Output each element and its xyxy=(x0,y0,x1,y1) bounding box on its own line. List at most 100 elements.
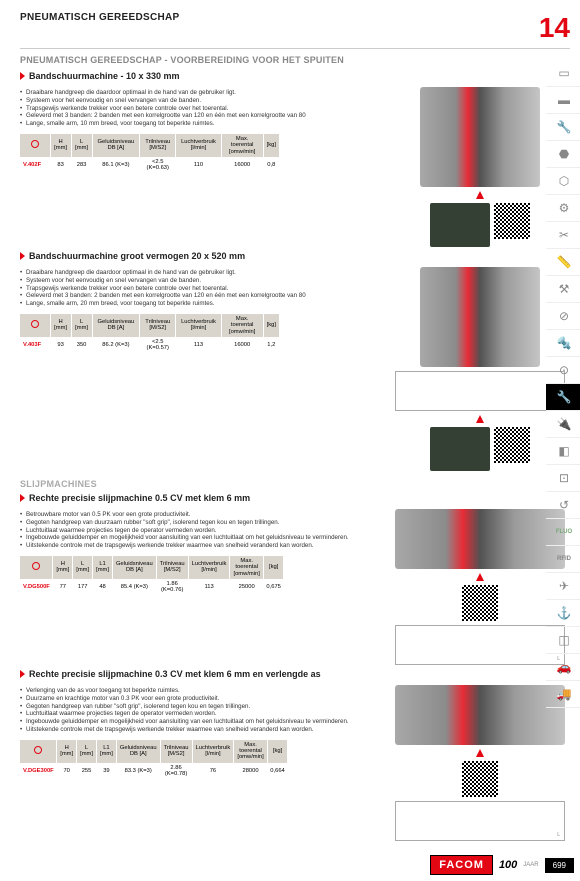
th: H [mm] xyxy=(50,314,71,337)
right-col xyxy=(390,685,570,841)
side-icon[interactable]: ◫ xyxy=(546,627,580,654)
td: 48 xyxy=(93,579,113,595)
ref-cell: V.DG500F xyxy=(20,579,53,595)
side-icon[interactable]: 🚚 xyxy=(546,681,580,708)
feature-item: Uitstekende controle met de trapsgewijs … xyxy=(20,726,384,734)
side-icon[interactable]: ▬ xyxy=(546,87,580,114)
warning-icon xyxy=(476,191,484,199)
feature-item: Betrouwbare motor van 0.5 PK voor een gr… xyxy=(20,511,384,519)
side-icon[interactable]: ⚒ xyxy=(546,276,580,303)
th xyxy=(20,314,50,337)
td: 39 xyxy=(96,763,116,779)
table-header-row: H [mm] L [mm] L1 [mm] Geluidsniveau DB [… xyxy=(20,556,284,579)
td: 1,2 xyxy=(263,337,279,353)
ref-cell: V.402F xyxy=(20,157,50,173)
side-icon[interactable]: ⊙ xyxy=(546,357,580,384)
th: [kg] xyxy=(263,134,279,157)
side-icon[interactable]: ✂ xyxy=(546,222,580,249)
section-title-row: Rechte precisie slijpmachine 0.3 CV met … xyxy=(20,669,570,679)
side-icon-fluo[interactable]: FLUO xyxy=(546,519,580,546)
spec-table: H [mm] L [mm] L1 [mm] Geluidsniveau DB [… xyxy=(20,740,288,779)
table-header-row: H [mm] L [mm] Geluidsniveau DB [A] Triln… xyxy=(20,314,280,337)
left-col: Betrouwbare motor van 0.5 PK voor een gr… xyxy=(20,509,384,665)
feature-item: Duurzame en krachtige motor van 0.3 PK v… xyxy=(20,695,384,703)
th: Trilniveau [M/S2] xyxy=(140,134,176,157)
ref-icon xyxy=(31,320,39,328)
feature-item: Verlenging van de as voor toegang tot be… xyxy=(20,687,384,695)
th: H [mm] xyxy=(53,556,73,579)
triangle-icon xyxy=(20,670,25,678)
side-icon[interactable]: 📏 xyxy=(546,249,580,276)
side-icon-rfid[interactable]: RFID xyxy=(546,546,580,573)
warning-icon xyxy=(476,573,484,581)
td: 85.4 (K=3) xyxy=(112,579,156,595)
catalog-page: PNEUMATISCH GEREEDSCHAP 14 PNEUMATISCH G… xyxy=(0,0,580,841)
feature-item: Systeem voor het eenvoudig en snel verva… xyxy=(20,277,384,285)
td: 76 xyxy=(192,763,234,779)
side-icon[interactable]: ⬣ xyxy=(546,141,580,168)
side-icon[interactable]: ⊡ xyxy=(546,465,580,492)
left-col: Verlenging van de as voor toegang tot be… xyxy=(20,685,384,841)
dimension-diagram xyxy=(395,371,565,411)
side-icon[interactable]: 🔩 xyxy=(546,330,580,357)
th xyxy=(20,134,50,157)
side-icon[interactable]: ✈ xyxy=(546,573,580,600)
dimension-diagram xyxy=(395,801,565,841)
side-icon[interactable]: ◧ xyxy=(546,438,580,465)
section-title: Bandschuurmachine groot vermogen 20 x 52… xyxy=(29,251,245,261)
side-icon[interactable]: ⚓ xyxy=(546,600,580,627)
qr-code xyxy=(494,427,530,463)
th: [kg] xyxy=(263,556,284,579)
side-icon[interactable]: 🔧 xyxy=(546,114,580,141)
spec-table: H [mm] L [mm] L1 [mm] Geluidsniveau DB [… xyxy=(20,556,284,595)
th: L [mm] xyxy=(71,314,92,337)
td: 110 xyxy=(176,157,222,173)
td: 0,675 xyxy=(263,579,284,595)
side-icon[interactable]: ▭ xyxy=(546,60,580,87)
side-icon[interactable]: ↺ xyxy=(546,492,580,519)
th: Geluidsniveau DB [A] xyxy=(112,556,156,579)
side-icon[interactable]: ⚙ xyxy=(546,195,580,222)
brand-logo: FACOM xyxy=(430,855,493,875)
left-col: Draaibare handgreep die daardoor optimaa… xyxy=(20,87,384,247)
td: 83 xyxy=(50,157,71,173)
ref-cell: V.DGE300F xyxy=(20,763,57,779)
th: Max. toerental [omw/min] xyxy=(234,740,267,763)
side-icon-active[interactable]: 🔧 xyxy=(546,384,580,411)
side-icon[interactable]: ⬡ xyxy=(546,168,580,195)
td: 86.1 (K=3) xyxy=(92,157,140,173)
table-header-row: H [mm] L [mm] Geluidsniveau DB [A] Triln… xyxy=(20,134,280,157)
page-footer: FACOM 100 JAAR 699 xyxy=(0,851,580,881)
qr-code xyxy=(462,585,498,621)
td: 255 xyxy=(77,763,97,779)
ref-icon xyxy=(34,746,42,754)
feature-list: Verlenging van de as voor toegang tot be… xyxy=(20,687,384,734)
th: [kg] xyxy=(263,314,279,337)
rule xyxy=(20,48,570,49)
feature-item: Trapsgewijs werkende trekker voor een be… xyxy=(20,285,384,293)
side-icon[interactable]: 🔌 xyxy=(546,411,580,438)
triangle-icon xyxy=(20,494,25,502)
th: L1 [mm] xyxy=(96,740,116,763)
side-icon[interactable]: 🚗 xyxy=(546,654,580,681)
category-heading: SLIJPMACHINES xyxy=(20,479,570,489)
feature-item: Lange, smalle arm, 10 mm breed, voor toe… xyxy=(20,120,384,128)
th: H [mm] xyxy=(57,740,77,763)
feature-item: Ingebouwde geluiddemper en mogelijkheid … xyxy=(20,718,384,726)
td: 350 xyxy=(71,337,92,353)
anniversary-label: JAAR xyxy=(523,862,538,868)
side-icon[interactable]: ⊘ xyxy=(546,303,580,330)
feature-item: Uitstekende controle met de trapsgewijs … xyxy=(20,542,384,550)
td: 77 xyxy=(53,579,73,595)
td: 86.2 (K=3) xyxy=(92,337,140,353)
feature-item: Luchtuitlaat waarmee projecties tegen de… xyxy=(20,527,384,535)
section-title-row: Bandschuurmachine groot vermogen 20 x 52… xyxy=(20,251,570,261)
th: L1 [mm] xyxy=(93,556,113,579)
td: 1.86 (K=0.76) xyxy=(156,579,188,595)
product-image xyxy=(395,509,565,569)
table-header-row: H [mm] L [mm] L1 [mm] Geluidsniveau DB [… xyxy=(20,740,288,763)
td: 16000 xyxy=(221,337,263,353)
feature-item: Ingebouwde geluiddemper en mogelijkheid … xyxy=(20,534,384,542)
feature-item: Luchtuitlaat waarmee projecties tegen de… xyxy=(20,710,384,718)
th: Trilniveau [M/S2] xyxy=(140,314,176,337)
